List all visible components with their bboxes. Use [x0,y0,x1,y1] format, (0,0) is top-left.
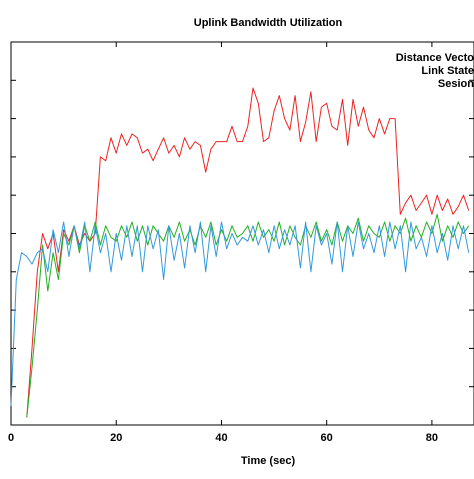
x-tick-label: 20 [110,432,122,444]
x-axis-label: Time (sec) [241,455,296,467]
x-tick-label: 60 [321,432,333,444]
series-line-3 [10,221,470,406]
series-line-2 [26,213,470,418]
x-tick-label: 80 [426,432,438,444]
legend-label-1: Distance Vecto [396,52,474,64]
y-axis-ticks [11,41,474,426]
x-tick-label: 0 [8,432,14,444]
x-tick-label: 40 [215,432,227,444]
legend-label-3: Sesion [438,78,474,90]
chart-title: Uplink Bandwidth Utilization [194,17,343,29]
legend-label-2: Link State [421,65,474,77]
series-lines [10,87,470,418]
series-line-1 [26,87,470,418]
x-axis-ticks: 0 20 40 60 80 [8,42,438,444]
